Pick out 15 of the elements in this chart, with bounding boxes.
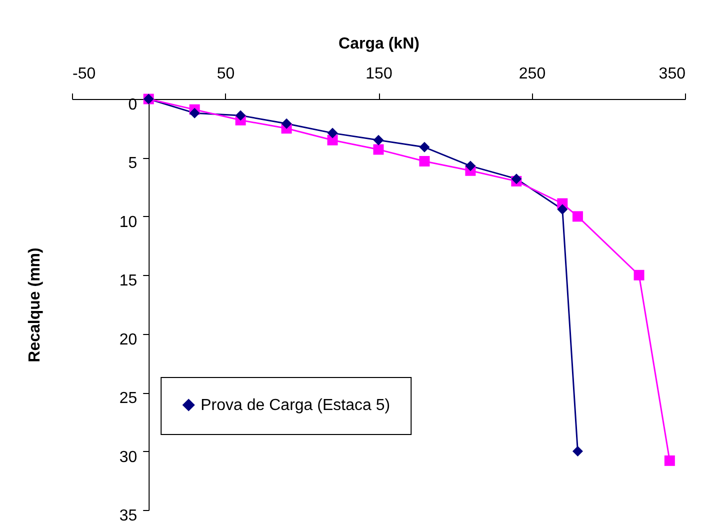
y-tick-label: 20 bbox=[119, 331, 138, 348]
x-tick-label: 150 bbox=[366, 66, 392, 82]
x-tick-label: 50 bbox=[216, 66, 235, 82]
x-tick-label: -50 bbox=[72, 66, 96, 82]
legend-label: Prova de Carga (Estaca 5) bbox=[200, 397, 390, 414]
x-tick-label: 350 bbox=[658, 66, 686, 82]
y-tick-label: 30 bbox=[119, 448, 138, 466]
y-tick-label: 10 bbox=[119, 214, 138, 231]
x-tick-label: 250 bbox=[518, 66, 546, 82]
y-tick-label: 25 bbox=[119, 390, 138, 408]
y-axis-title: Recalque (mm) bbox=[26, 248, 44, 362]
y-tick-label: 5 bbox=[128, 155, 138, 172]
x-axis-title: Carga (kN) bbox=[338, 36, 420, 52]
y-tick-label: 15 bbox=[119, 272, 138, 290]
y-tick-label: 35 bbox=[119, 508, 138, 523]
